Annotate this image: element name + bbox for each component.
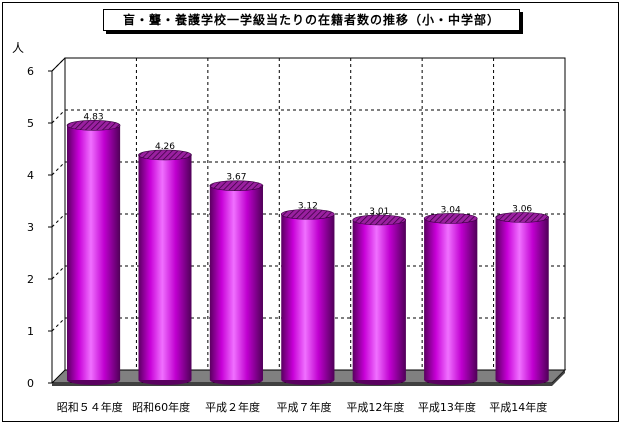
bar-body bbox=[138, 154, 192, 380]
y-tick-label: 0 bbox=[27, 377, 34, 390]
bar-body bbox=[424, 218, 478, 380]
plot-edge bbox=[51, 57, 66, 72]
y-axis-label: 人 bbox=[12, 41, 24, 55]
bar-top bbox=[66, 120, 121, 131]
data-label: 3.04 bbox=[441, 205, 461, 215]
gridline-side bbox=[51, 265, 66, 280]
x-tick-label: 平成７年度 bbox=[277, 400, 332, 414]
bar-body bbox=[352, 219, 406, 380]
bar-top bbox=[423, 213, 478, 224]
x-tick-label: 平成２年度 bbox=[205, 400, 260, 414]
x-tick-label: 平成13年度 bbox=[418, 400, 476, 414]
data-label: 3.12 bbox=[298, 201, 318, 211]
y-tick-label: 5 bbox=[27, 117, 34, 130]
gridline-side bbox=[51, 109, 66, 124]
bar-top bbox=[138, 149, 192, 161]
bar-body bbox=[495, 217, 549, 380]
data-label: 3.06 bbox=[512, 204, 532, 214]
data-label: 3.01 bbox=[369, 207, 389, 217]
floor-edge bbox=[552, 370, 565, 386]
x-tick-label: 平成14年度 bbox=[489, 400, 547, 414]
y-tick-label: 2 bbox=[27, 273, 34, 286]
bar-body bbox=[281, 214, 335, 380]
bar-top bbox=[352, 214, 407, 226]
bar-body bbox=[209, 185, 263, 380]
x-tick-label: 昭和５４年度 bbox=[57, 400, 123, 414]
gridline-side bbox=[51, 317, 66, 332]
chart-title: 盲・聾・養護学校一学級当たりの在籍者数の推移（小・中学部） bbox=[103, 9, 520, 31]
gridline-side bbox=[51, 213, 66, 228]
x-tick-label: 平成12年度 bbox=[346, 400, 404, 414]
gridline-side bbox=[51, 161, 66, 176]
y-tick-label: 1 bbox=[27, 325, 34, 338]
bar-top bbox=[281, 208, 335, 220]
data-label: 4.83 bbox=[84, 112, 104, 122]
y-tick-label: 3 bbox=[27, 221, 34, 234]
y-tick-label: 4 bbox=[27, 169, 34, 182]
bar-top bbox=[209, 180, 264, 191]
x-tick-label: 昭和60年度 bbox=[132, 400, 190, 414]
y-tick-label: 6 bbox=[27, 65, 34, 78]
data-label: 3.67 bbox=[226, 173, 246, 183]
bar-body bbox=[67, 125, 121, 380]
data-label: 4.26 bbox=[155, 142, 175, 152]
bar-top bbox=[495, 212, 549, 223]
